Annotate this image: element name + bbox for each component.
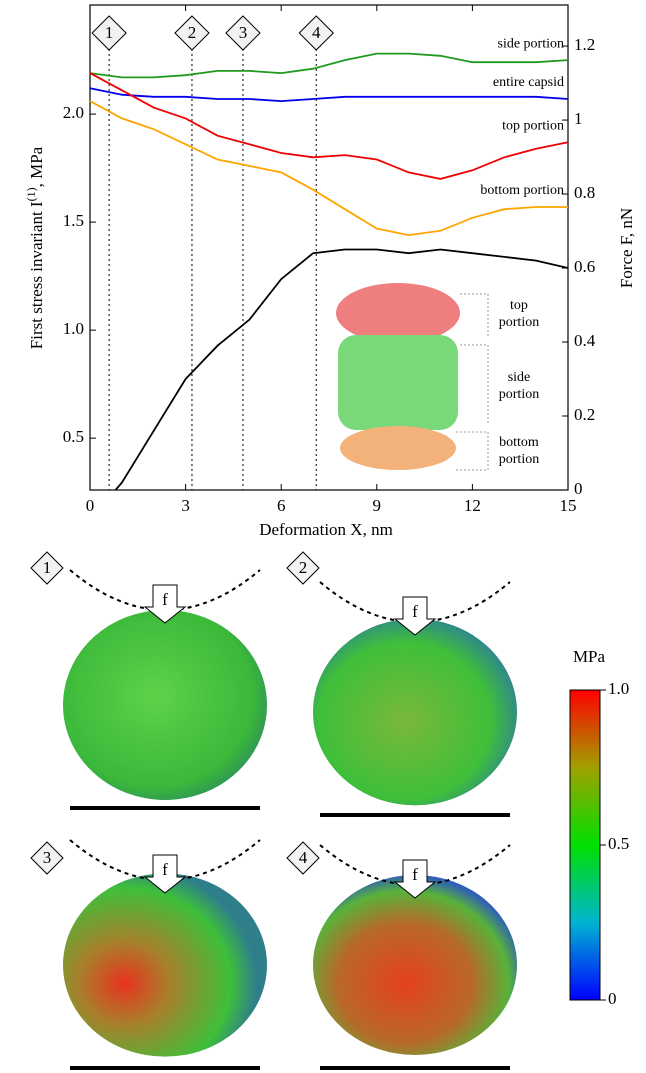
- force-label: f: [412, 865, 418, 884]
- y2-tick-label: 0.2: [574, 405, 595, 424]
- plot-frame: [89, 4, 569, 491]
- y-axis-label-unit: , MPa: [27, 146, 46, 187]
- panel-diamond: [286, 841, 320, 875]
- colorbar-tick-label: 0: [608, 989, 617, 1008]
- y-tick-label: 1.0: [63, 319, 84, 338]
- inset-capsid: [336, 283, 489, 471]
- capsid: [313, 875, 517, 1055]
- series-line: [89, 100, 568, 237]
- marker-diamond: [298, 15, 334, 51]
- marker-label: 4: [312, 23, 321, 42]
- capsid: [313, 618, 517, 806]
- y2-tick-label: 0.8: [574, 183, 595, 202]
- y2-tick-label: 1.2: [574, 35, 595, 54]
- panel-diamond: [286, 551, 320, 585]
- series-label: bottom portion: [480, 183, 564, 198]
- marker-diamond: [174, 15, 210, 51]
- panel-label: 3: [43, 848, 52, 867]
- colorbar-unit: MPa: [573, 647, 606, 666]
- y2-tick-label: 0.6: [574, 257, 595, 276]
- panel-diamond: [30, 841, 64, 875]
- y-axis-label-main: First stress invariant I: [27, 201, 46, 349]
- marker-label: 2: [188, 23, 197, 42]
- series-line: [114, 248, 569, 491]
- force-arrow: [143, 854, 187, 894]
- x-axis-label: Deformation X, nm: [259, 520, 393, 539]
- y-tick-label: 2.0: [63, 103, 84, 122]
- y-tick-label: 0.5: [63, 427, 84, 446]
- inset-label: top: [510, 298, 528, 313]
- inset-label: portion: [499, 315, 539, 330]
- series-line: [89, 72, 569, 180]
- x-tick-label: 12: [464, 496, 481, 515]
- colorbar-tick-label: 1.0: [608, 679, 629, 698]
- marker-label: 3: [239, 23, 248, 42]
- colorbar: [569, 689, 601, 1001]
- inset-label: portion: [499, 387, 539, 402]
- marker-label: 1: [105, 23, 114, 42]
- y-tick-label: 1.5: [63, 211, 84, 230]
- panel-label: 4: [299, 848, 308, 867]
- force-arrow: [393, 596, 437, 636]
- panel-label: 2: [299, 558, 308, 577]
- marker-diamond: [225, 15, 261, 51]
- x-tick-label: 15: [560, 496, 577, 515]
- x-tick-label: 9: [373, 496, 382, 515]
- x-tick-label: 6: [277, 496, 286, 515]
- inset-label: bottom: [499, 435, 539, 450]
- inset-label: portion: [499, 452, 539, 467]
- y-axis-label: First stress invariant I(1), MPa: [24, 146, 46, 349]
- y2-axis-label: Force F, nN: [617, 208, 636, 288]
- x-tick-label: 0: [86, 496, 95, 515]
- series-label: side portion: [498, 36, 565, 51]
- y2-tick-label: 0: [574, 479, 583, 498]
- series-label: top portion: [502, 118, 564, 133]
- series-line: [89, 87, 569, 103]
- panel-label: 1: [43, 558, 52, 577]
- force-arrow: [393, 859, 437, 899]
- colorbar-tick-label: 0.5: [608, 834, 629, 853]
- force-label: f: [162, 590, 168, 609]
- capsid: [63, 873, 267, 1057]
- inset-label: side: [508, 370, 531, 385]
- force-label: f: [162, 860, 168, 879]
- series-line: [89, 52, 569, 79]
- y2-tick-label: 1: [574, 109, 583, 128]
- series-label: entire capsid: [493, 75, 564, 90]
- capsid: [63, 610, 267, 800]
- y-axis-label-sup: (1): [24, 187, 38, 201]
- x-tick-label: 3: [181, 496, 190, 515]
- force-arrow: [143, 584, 187, 624]
- force-label: f: [412, 602, 418, 621]
- y2-tick-label: 0.4: [574, 331, 596, 350]
- panel-diamond: [30, 551, 64, 585]
- marker-diamond: [91, 15, 127, 51]
